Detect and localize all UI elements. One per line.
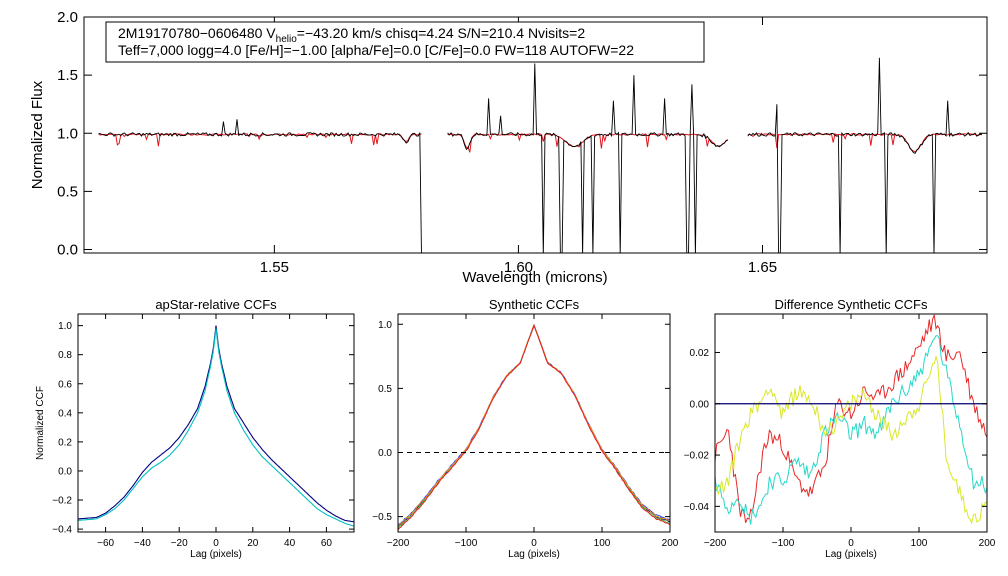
spectrum-ytick-label: 2.0 — [57, 9, 78, 26]
apstar-ccf-xtick-label: −40 — [134, 538, 151, 549]
spectrum-model-chip-2 — [447, 133, 729, 153]
apstar-ccf-ytick-label: −0.4 — [52, 525, 72, 536]
apstar-ccf-series-2 — [77, 325, 355, 523]
difference-ccf-xtick-label: −100 — [772, 538, 795, 549]
difference-ccf-series-cyan — [715, 335, 987, 525]
difference-ccf-ytick-label: −0.04 — [684, 502, 710, 513]
difference-ccf-series-yellow — [715, 356, 987, 525]
apstar-ccf-ytick-label: 0.4 — [58, 408, 72, 419]
apstar-ccf-ytick-label: 0.0 — [58, 466, 72, 477]
spectrum-lines — [98, 57, 983, 253]
spectrum-tick-layer: 1.55 1.60 1.65 0.0 0.5 1.0 1.5 2.0 — [57, 9, 987, 276]
difference-ccf-xtick-label: −200 — [704, 538, 727, 549]
difference-ccf-plot-frame — [714, 313, 988, 533]
apstar-ccf-xtick-label: 40 — [284, 538, 296, 549]
difference-ccf-series-red — [715, 314, 987, 523]
synthetic-ccf-data-layer — [397, 323, 671, 531]
apstar-ccf-xtick-label: −60 — [97, 538, 114, 549]
spectrum-xtick-label: 1.65 — [748, 259, 777, 276]
info-line-1-subscript: helio — [276, 34, 298, 45]
apstar-ccf-ytick-label: −0.2 — [52, 496, 72, 507]
apstar-ccf-xtick-label: 0 — [213, 538, 219, 549]
difference-ccf-xtick-label: 200 — [979, 538, 996, 549]
apstar-ccf-title: apStar-relative CCFs — [155, 297, 277, 312]
spectrum-ytick-label: 1.0 — [57, 125, 78, 142]
difference-ccf-ytick-label: 0.00 — [690, 399, 710, 410]
apstar-ccf-panel: −60 −40 −20 0 20 40 60 −0.4 −0.2 0.0 0.2 0.4 0.6 0.8 1… — [35, 297, 355, 560]
difference-ccf-tick-layer: −200 −100 0 100 200 −0.04 −0.02 0.00 0.02 — [684, 314, 996, 549]
spectrum-observed-chip-2 — [447, 63, 728, 253]
info-line-2: Teff=7,000 logg=4.0 [Fe/H]=−1.00 [alpha/… — [118, 42, 634, 58]
synthetic-ccf-ytick-label: 0.5 — [378, 384, 392, 395]
synthetic-ccf-series-orange — [397, 324, 671, 527]
synthetic-ccf-ytick-label: 0.0 — [378, 448, 392, 459]
synthetic-ccf-series-red — [397, 323, 671, 531]
apstar-ccf-data-layer — [77, 325, 355, 527]
apstar-ccf-xtick-label: −20 — [171, 538, 188, 549]
spectrum-data-layer — [98, 57, 983, 253]
apstar-ccf-series-1 — [77, 328, 355, 527]
synthetic-ccf-xtick-label: 0 — [531, 538, 537, 549]
spectrum-xtick-label: 1.60 — [504, 259, 533, 276]
info-line-1: 2M19170780−0606480 Vhelio=−43.20 km/s ch… — [118, 25, 585, 45]
apstar-ccf-xtick-label: 60 — [321, 538, 333, 549]
synthetic-ccf-tick-layer: −200 −100 0 100 200 −0.5 0.0 0.5 1.0 — [372, 314, 679, 549]
difference-ccf-panel: −200 −100 0 100 200 −0.04 −0.02 0.00 0.02 Differ… — [684, 297, 996, 560]
apstar-ccf-ytick-label: 0.8 — [58, 350, 72, 361]
spectrum-ytick-label: 1.5 — [57, 67, 78, 84]
difference-ccf-lines — [715, 314, 987, 525]
spectrum-plot-frame — [83, 16, 988, 254]
difference-ccf-xlabel: Lag (pixels) — [825, 549, 877, 560]
info-box: 2M19170780−0606480 Vhelio=−43.20 km/s ch… — [105, 21, 705, 63]
synthetic-ccf-ytick-label: 1.0 — [378, 320, 392, 331]
synthetic-ccf-panel: −200 −100 0 100 200 −0.5 0.0 0.5 1.0 Synthetic C… — [372, 297, 679, 560]
spectrum-ylabel: Normalized Flux — [29, 80, 46, 189]
spectrum-ytick-label: 0.5 — [57, 183, 78, 200]
apstar-ccf-xtick-label: 20 — [247, 538, 259, 549]
difference-ccf-title: Difference Synthetic CCFs — [775, 297, 928, 312]
spectrum-ytick-label: 0.0 — [57, 242, 78, 259]
synthetic-ccf-ytick-label: −0.5 — [372, 512, 392, 523]
apstar-ccf-ytick-label: 0.2 — [58, 437, 72, 448]
apstar-ccf-tick-layer: −60 −40 −20 0 20 40 60 −0.4 −0.2 0.0 0.2 0.4 0.6 0.8 1… — [52, 314, 354, 549]
apstar-ccf-xlabel: Lag (pixels) — [190, 549, 242, 560]
spectrum-observed-chip-3 — [747, 57, 983, 253]
apstar-ccf-ylabel: Normalized CCF — [35, 386, 46, 460]
synthetic-ccf-xlabel: Lag (pixels) — [508, 549, 560, 560]
difference-ccf-data-layer — [715, 314, 987, 525]
synthetic-ccf-xtick-label: −100 — [455, 538, 478, 549]
info-box-frame — [105, 21, 705, 63]
info-line-1-star: 2M19170780−0606480 V — [118, 25, 276, 41]
info-line-1-values: =−43.20 km/s chisq=4.24 S/N=210.4 Nvisit… — [297, 25, 586, 41]
synthetic-ccf-series-navy — [397, 324, 671, 528]
spectrum-xlabel: Wavelength (microns) — [462, 269, 607, 286]
spectrum-model-chip-3 — [747, 133, 983, 153]
synthetic-ccf-plot-frame — [397, 313, 671, 533]
synthetic-ccf-title: Synthetic CCFs — [489, 297, 580, 312]
spectrum-panel: 1.55 1.60 1.65 0.0 0.5 1.0 1.5 2.0 2M19170780−0… — [29, 9, 988, 286]
synthetic-ccf-series-green — [397, 324, 671, 529]
difference-ccf-ytick-label: −0.02 — [684, 451, 710, 462]
synthetic-ccf-series-blue — [397, 323, 671, 526]
difference-ccf-ytick-label: 0.02 — [690, 348, 710, 359]
synthetic-ccf-xtick-label: 100 — [594, 538, 611, 549]
apstar-ccf-ytick-label: 1.0 — [58, 321, 72, 332]
synthetic-ccf-xtick-label: −200 — [387, 538, 410, 549]
synthetic-ccf-xtick-label: 200 — [662, 538, 679, 549]
difference-ccf-xtick-label: 0 — [848, 538, 854, 549]
apstar-ccf-ytick-label: 0.6 — [58, 379, 72, 390]
spectrum-xtick-label: 1.55 — [260, 259, 289, 276]
spectrum-observed-chip-1 — [98, 119, 422, 253]
difference-ccf-xtick-label: 100 — [911, 538, 928, 549]
